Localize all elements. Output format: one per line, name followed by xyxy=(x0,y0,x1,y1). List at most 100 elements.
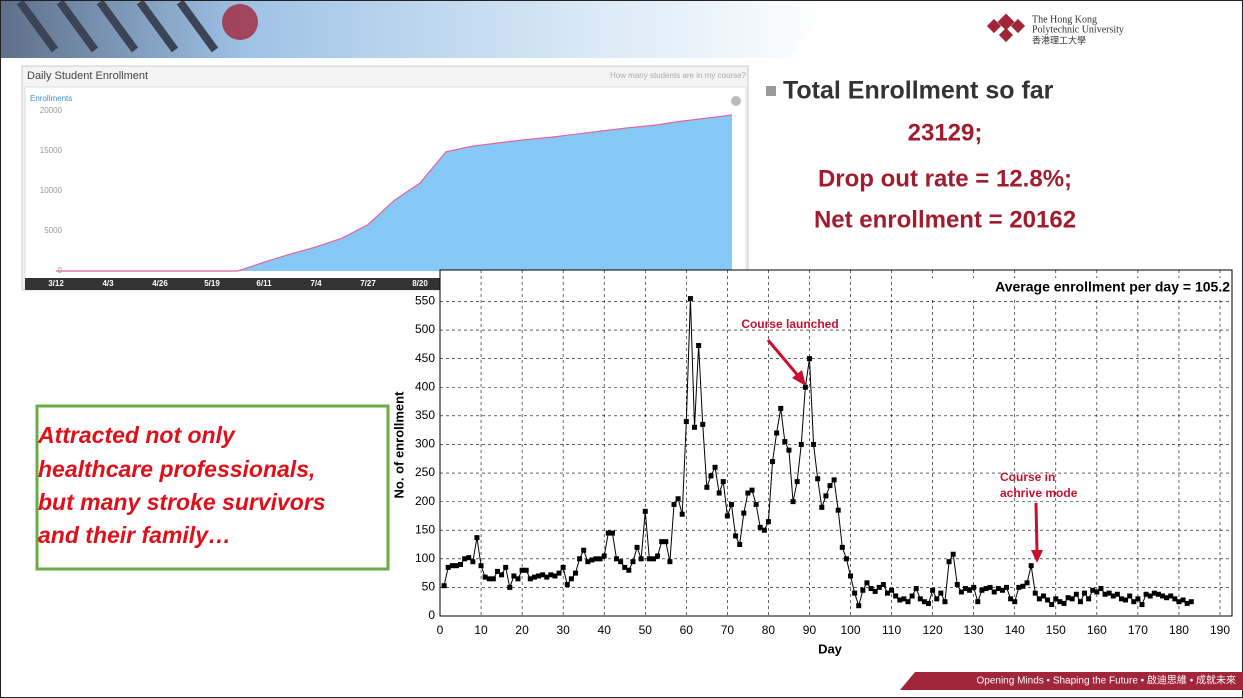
x-tick-label: 130 xyxy=(964,623,984,637)
x-tick-label: 90 xyxy=(803,623,817,637)
note-line: Attracted not only xyxy=(37,422,236,448)
data-point xyxy=(889,588,894,593)
x-tick-label: 160 xyxy=(1087,623,1107,637)
data-point xyxy=(524,568,529,573)
y-tick-label: 400 xyxy=(415,379,435,393)
data-point xyxy=(618,559,623,564)
data-point xyxy=(811,442,816,447)
x-tick-label: 30 xyxy=(556,623,570,637)
data-point xyxy=(692,425,697,430)
x-tick-label: 190 xyxy=(1210,623,1230,637)
summary-line: Drop out rate = 12.8%; xyxy=(818,165,1072,192)
x-tick-label: 70 xyxy=(721,623,735,637)
summary-line: Net enrollment = 20162 xyxy=(814,206,1076,233)
data-point xyxy=(602,553,607,558)
data-point xyxy=(754,502,759,507)
data-point xyxy=(729,502,734,507)
data-point xyxy=(910,593,915,598)
data-point xyxy=(823,493,828,498)
data-point xyxy=(807,356,812,361)
data-point xyxy=(1127,593,1132,598)
x-tick-label: 100 xyxy=(841,623,861,637)
y-tick-label: 500 xyxy=(415,322,435,336)
data-point xyxy=(708,473,713,478)
data-point xyxy=(733,533,738,538)
data-point xyxy=(906,599,911,604)
data-point xyxy=(1033,591,1038,596)
data-point xyxy=(499,572,504,577)
x-tick-label: 10 xyxy=(474,623,488,637)
x-tick-label: 5/19 xyxy=(204,279,220,288)
summary-heading: Total Enrollment so far xyxy=(783,77,1054,105)
x-tick-label: 140 xyxy=(1005,623,1025,637)
data-point xyxy=(770,459,775,464)
data-point xyxy=(856,603,861,608)
data-point xyxy=(577,556,582,561)
data-point xyxy=(626,568,631,573)
y-tick-label: 50 xyxy=(422,580,436,594)
annotation: achrive mode xyxy=(1000,486,1078,500)
data-point xyxy=(930,588,935,593)
data-point xyxy=(680,512,685,517)
data-point xyxy=(955,582,960,587)
data-point xyxy=(1049,602,1054,607)
x-tick-label: 4/26 xyxy=(152,279,168,288)
data-point xyxy=(561,565,566,570)
data-point xyxy=(938,591,943,596)
data-point xyxy=(557,571,562,576)
y-axis-title: No. of enrollment xyxy=(391,391,406,499)
enrollment-chart: Daily Student Enrollment How many student… xyxy=(22,66,748,290)
chart-subtitle: How many students are in my course? xyxy=(610,71,747,80)
data-point xyxy=(975,599,980,604)
data-point xyxy=(951,552,956,557)
y-tick-label: 150 xyxy=(415,522,435,536)
footer-slogan: Opening Minds • Shaping the Future • 啟迪思… xyxy=(977,674,1237,687)
slide: The Hong Kong Polytechnic University 香港理… xyxy=(0,0,1243,698)
bullet xyxy=(766,86,776,96)
x-tick-label: 50 xyxy=(639,623,653,637)
y-tick-label: 100 xyxy=(415,551,435,565)
info-icon xyxy=(731,96,741,106)
data-point xyxy=(926,601,931,606)
data-point xyxy=(474,535,479,540)
data-point xyxy=(458,562,463,567)
data-point xyxy=(741,511,746,516)
data-point xyxy=(795,479,800,484)
data-point xyxy=(762,528,767,533)
x-tick-label: 170 xyxy=(1128,623,1148,637)
data-point xyxy=(971,585,976,590)
data-point xyxy=(503,565,508,570)
summary-line: 23129; xyxy=(908,119,983,146)
y-tick-label: 0 xyxy=(428,608,435,622)
university-chinese: 香港理工大學 xyxy=(1032,34,1086,45)
annotation: Course launched xyxy=(741,317,838,331)
data-point xyxy=(778,406,783,411)
data-point xyxy=(848,573,853,578)
data-point xyxy=(655,553,660,558)
data-point xyxy=(750,488,755,493)
data-point xyxy=(1115,592,1120,597)
banner-emblem xyxy=(222,4,258,40)
data-point xyxy=(565,582,570,587)
note-line: healthcare professionals, xyxy=(38,456,315,482)
data-point xyxy=(721,479,726,484)
annotation: Course in xyxy=(1000,470,1055,484)
data-point xyxy=(516,576,521,581)
data-point xyxy=(507,585,512,590)
y-tick-label: 300 xyxy=(415,437,435,451)
data-point xyxy=(713,465,718,470)
x-tick-label: 0 xyxy=(437,623,444,637)
x-tick-label: 8/20 xyxy=(412,279,428,288)
x-tick-label: 20 xyxy=(515,623,529,637)
data-point xyxy=(704,485,709,490)
data-point xyxy=(479,563,484,568)
data-point xyxy=(470,559,475,564)
y-tick-label: 450 xyxy=(415,351,435,365)
data-point xyxy=(828,483,833,488)
data-point xyxy=(1082,591,1087,596)
chart-title: Daily Student Enrollment xyxy=(27,70,148,82)
data-point xyxy=(1135,596,1140,601)
y-tick-label: 5000 xyxy=(44,226,62,235)
y-tick-label: 15000 xyxy=(40,146,63,155)
data-point xyxy=(1062,601,1067,606)
